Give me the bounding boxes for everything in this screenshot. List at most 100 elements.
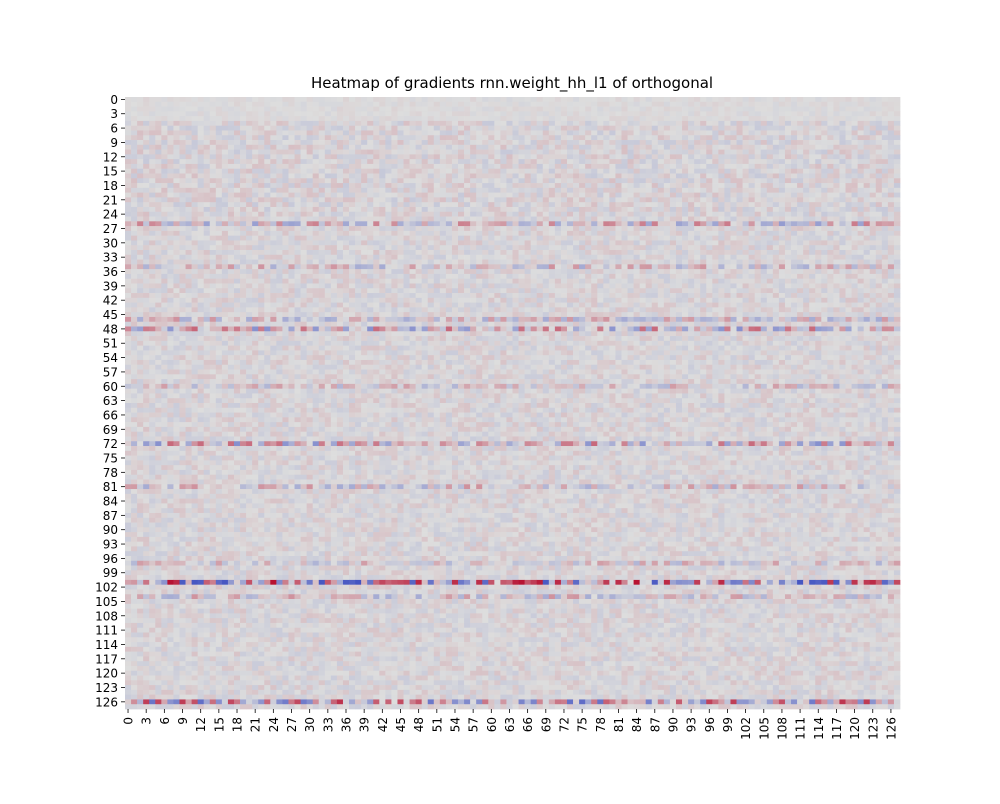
heatmap-cell <box>494 202 501 208</box>
heatmap-cell <box>881 235 889 241</box>
heatmap-cell <box>718 269 725 275</box>
heatmap-cell <box>536 130 544 136</box>
heatmap-cell <box>494 250 501 256</box>
heatmap-cell <box>209 125 217 131</box>
heatmap-cell <box>724 154 731 160</box>
heatmap-cell <box>137 116 144 122</box>
heatmap-cell <box>246 178 253 184</box>
heatmap-cell <box>197 111 205 117</box>
heatmap-cell <box>391 206 398 213</box>
heatmap-cell <box>542 250 550 256</box>
heatmap-cell <box>506 245 513 251</box>
heatmap-cell <box>379 221 386 227</box>
heatmap-cell <box>893 264 901 270</box>
heatmap-cell <box>367 140 374 146</box>
heatmap-cell <box>627 226 634 232</box>
heatmap-cell <box>579 178 586 184</box>
heatmap-cell <box>179 173 186 179</box>
heatmap-cell <box>603 125 610 131</box>
heatmap-cell <box>355 144 362 150</box>
heatmap-cell <box>458 163 465 170</box>
heatmap-cell <box>379 250 386 256</box>
heatmap-cell <box>784 154 792 160</box>
heatmap-cell <box>458 130 465 136</box>
heatmap-cell <box>415 101 423 107</box>
heatmap-cell <box>149 101 156 107</box>
heatmap-cell <box>688 197 695 203</box>
heatmap-cell <box>718 245 725 251</box>
heatmap-cell <box>482 183 489 189</box>
heatmap-cell <box>700 140 707 146</box>
heatmap-cell <box>875 101 883 107</box>
heatmap-cell <box>645 230 653 237</box>
heatmap-cell <box>700 264 707 270</box>
heatmap-cell <box>579 154 586 160</box>
heatmap-cell <box>482 168 489 174</box>
heatmap-cell <box>875 154 883 160</box>
heatmap-cell <box>294 111 301 117</box>
heatmap-cell <box>488 197 495 203</box>
heatmap-cell <box>464 226 471 232</box>
heatmap-cell <box>530 97 538 103</box>
heatmap-cell <box>373 106 380 112</box>
heatmap-cell <box>851 159 858 165</box>
heatmap-cell <box>397 178 404 184</box>
heatmap-cell <box>893 216 901 222</box>
heatmap-cell <box>264 111 271 117</box>
heatmap-cell <box>506 240 513 246</box>
heatmap-cell <box>663 273 671 280</box>
heatmap-cell <box>536 211 544 217</box>
heatmap-cell <box>191 149 199 155</box>
heatmap-cell <box>560 140 568 146</box>
heatmap-cell <box>179 221 186 227</box>
heatmap-cell <box>542 197 550 203</box>
heatmap-cell <box>827 235 834 241</box>
heatmap-cell <box>766 159 774 165</box>
heatmap-cell <box>706 135 713 141</box>
heatmap-cell <box>579 211 586 217</box>
heatmap-cell <box>603 216 610 222</box>
heatmap-cell <box>875 144 883 150</box>
heatmap-cell <box>167 163 174 170</box>
heatmap-cell <box>512 211 519 217</box>
heatmap-cell <box>712 116 719 122</box>
heatmap-cell <box>839 168 846 174</box>
heatmap-cell <box>651 278 659 284</box>
heatmap-cell <box>179 178 186 184</box>
heatmap-cell <box>730 230 737 237</box>
heatmap-cell <box>857 149 865 155</box>
heatmap-cell <box>633 235 640 241</box>
heatmap-cell <box>125 192 132 198</box>
heatmap-cell <box>815 120 822 127</box>
heatmap-cell <box>240 149 247 155</box>
heatmap-cell <box>554 97 562 103</box>
heatmap-cell <box>155 221 162 227</box>
heatmap-cell <box>233 226 241 232</box>
heatmap-cell <box>609 135 616 141</box>
heatmap-cell <box>433 250 441 256</box>
heatmap-cell <box>361 269 368 275</box>
heatmap-cell <box>512 206 519 213</box>
heatmap-cell <box>179 140 186 146</box>
heatmap-cell <box>530 168 538 174</box>
heatmap-cell <box>494 235 501 241</box>
heatmap-cell <box>627 206 634 213</box>
heatmap-cell <box>125 230 132 237</box>
heatmap-cell <box>700 254 707 260</box>
heatmap-cell <box>336 97 344 103</box>
heatmap-cell <box>766 135 774 141</box>
heatmap-cell <box>125 206 132 213</box>
heatmap-cell <box>881 250 889 256</box>
heatmap-cell <box>621 250 628 256</box>
heatmap-cell <box>137 130 144 136</box>
heatmap-cell <box>851 278 858 284</box>
heatmap-cell <box>585 235 592 241</box>
heatmap-cell <box>342 97 350 103</box>
heatmap-cell <box>784 120 792 127</box>
heatmap-cell <box>803 269 810 275</box>
heatmap-cell <box>766 125 774 131</box>
heatmap-cell <box>221 163 229 170</box>
heatmap-cell <box>803 259 810 265</box>
heatmap-cell <box>330 192 338 198</box>
heatmap-cell <box>349 230 356 237</box>
